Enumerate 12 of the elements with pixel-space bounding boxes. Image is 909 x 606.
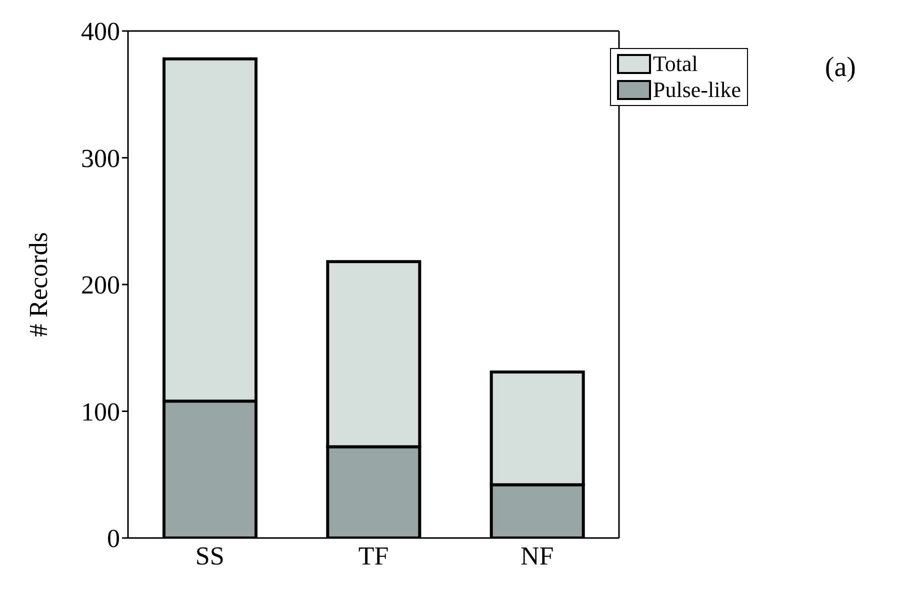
x-tick-label: SS [195, 541, 224, 570]
x-tick-label: NF [520, 541, 554, 570]
y-axis-title: # Records [24, 232, 54, 337]
y-tick-label: 300 [81, 144, 120, 173]
x-tick-label: TF [358, 541, 389, 570]
y-tick-label: 0 [107, 524, 120, 554]
y-tick-label: 200 [81, 270, 120, 300]
legend-label: Pulse-like [653, 77, 741, 103]
legend-label: Total [653, 51, 698, 77]
text: (a) [824, 52, 856, 84]
y-tick-label: 400 [81, 17, 120, 46]
y-tick-label: 100 [81, 397, 120, 426]
